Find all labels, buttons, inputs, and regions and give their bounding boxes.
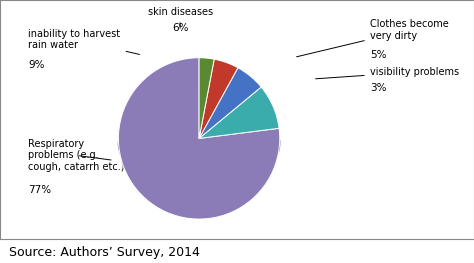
Polygon shape (238, 101, 261, 122)
Text: 3%: 3% (370, 83, 386, 93)
Polygon shape (214, 96, 238, 110)
Text: Respiratory
problems (e.g.
cough, catarrh etc.): Respiratory problems (e.g. cough, catarr… (28, 139, 125, 172)
Text: 6%: 6% (172, 23, 188, 33)
Wedge shape (199, 68, 261, 138)
Text: 9%: 9% (28, 60, 45, 70)
Text: Clothes become
very dirty: Clothes become very dirty (297, 19, 448, 57)
Text: skin diseases: skin diseases (147, 7, 213, 28)
Polygon shape (118, 95, 280, 192)
Wedge shape (199, 58, 214, 138)
Polygon shape (199, 95, 214, 105)
Wedge shape (199, 59, 238, 138)
Wedge shape (199, 87, 279, 138)
Text: 77%: 77% (28, 185, 52, 195)
Wedge shape (118, 58, 280, 219)
Polygon shape (261, 112, 279, 147)
Text: inability to harvest
rain water: inability to harvest rain water (28, 29, 139, 54)
Text: 5%: 5% (370, 50, 386, 60)
Text: visibility problems: visibility problems (316, 67, 459, 79)
Text: Source: Authors’ Survey, 2014: Source: Authors’ Survey, 2014 (9, 246, 201, 259)
